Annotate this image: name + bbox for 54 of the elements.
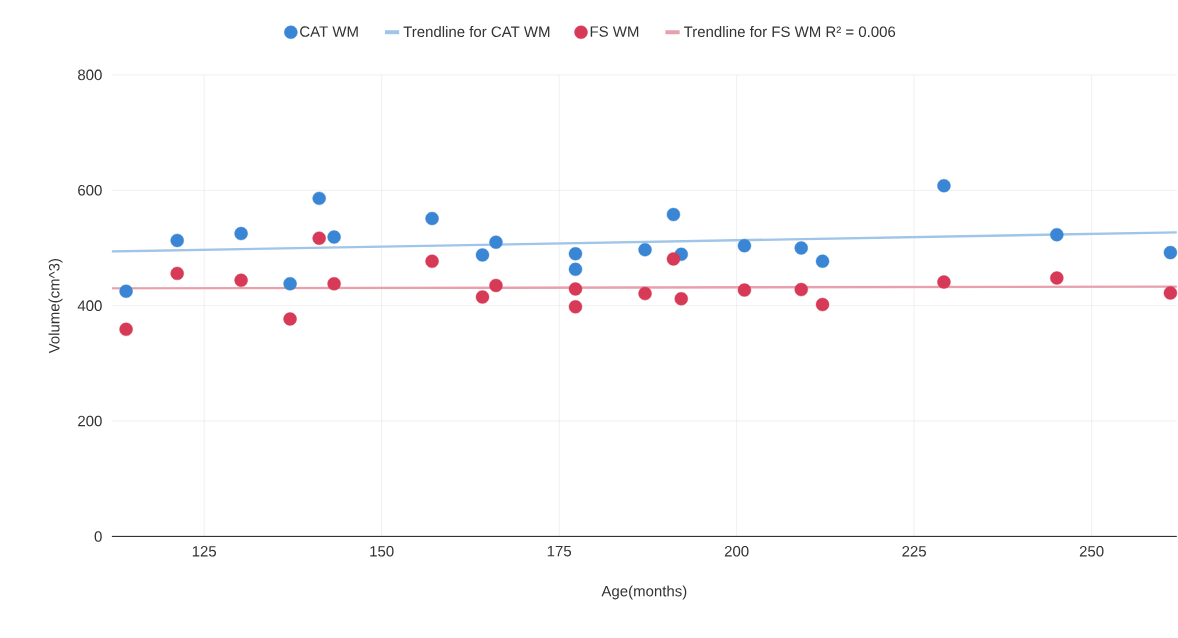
x-tick-label: 225	[902, 545, 926, 557]
point	[119, 284, 133, 298]
point	[638, 242, 652, 257]
point	[312, 231, 326, 245]
point	[425, 254, 439, 268]
point	[475, 248, 490, 262]
point	[283, 276, 297, 291]
point	[568, 262, 583, 276]
point	[815, 254, 830, 268]
point	[937, 178, 951, 193]
point	[1050, 271, 1064, 285]
x-tick-label: 250	[1079, 545, 1104, 557]
x-tick-label: 125	[192, 545, 217, 557]
y-tick-label: 0	[94, 530, 102, 542]
point	[489, 235, 503, 249]
y-tick-label: 200	[78, 415, 102, 427]
point	[327, 276, 341, 291]
point	[794, 282, 808, 297]
point	[937, 275, 951, 289]
y-tick-label: 800	[78, 69, 102, 81]
point	[119, 322, 133, 336]
x-tick-label: 175	[547, 545, 572, 557]
legend-label: FS WM	[590, 26, 639, 37]
x-tick-label: 200	[724, 545, 749, 557]
point	[794, 241, 808, 255]
point	[674, 291, 688, 306]
y-tick-label: 400	[77, 300, 102, 311]
point	[737, 283, 752, 297]
point	[1050, 227, 1064, 242]
y-axis-title: Volume(cm^3)	[48, 258, 63, 354]
point	[327, 230, 341, 244]
point	[666, 207, 681, 222]
point	[170, 266, 184, 280]
y-tick-label: 600	[78, 184, 102, 196]
point	[815, 297, 830, 312]
point	[568, 282, 583, 296]
point	[475, 290, 490, 304]
point	[638, 286, 652, 301]
point	[312, 191, 326, 205]
point	[283, 312, 297, 326]
point	[234, 273, 248, 287]
x-axis-title: Age(months)	[601, 585, 687, 600]
point	[425, 211, 439, 226]
legend-label: Trendline for FS WM R² = 0.006	[683, 25, 896, 37]
x-tick-label: 150	[370, 545, 394, 557]
point	[568, 299, 583, 314]
point	[234, 226, 248, 241]
legend-label: Trendline for CAT WM	[403, 25, 550, 37]
legend-label: CAT WM	[300, 26, 358, 37]
point	[489, 278, 503, 293]
point	[568, 246, 583, 261]
point	[170, 233, 184, 248]
point	[666, 252, 681, 266]
point	[737, 238, 752, 253]
